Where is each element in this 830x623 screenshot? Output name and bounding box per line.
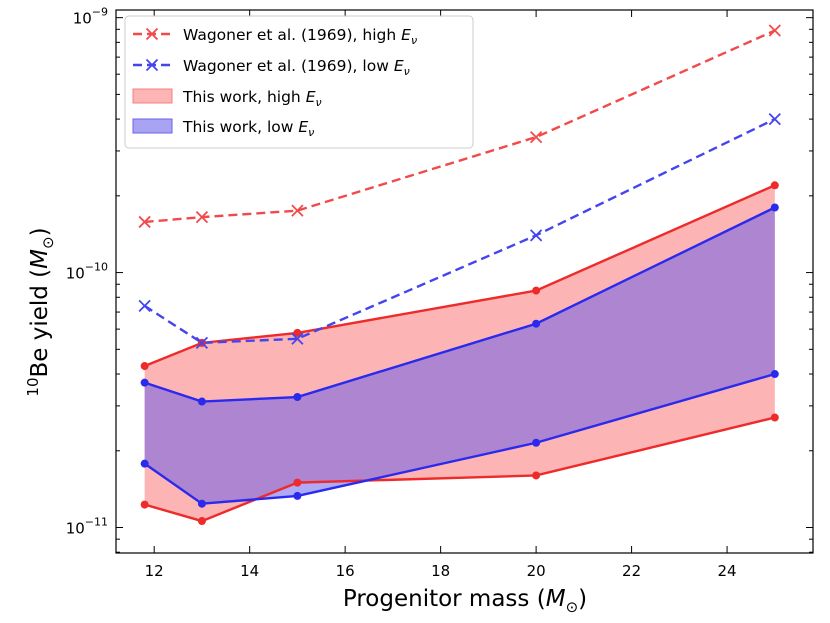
this-work-high-e-upper-point-3 — [532, 286, 541, 295]
wagoner-et-al-1969-low-e-line — [143, 118, 776, 345]
y-axis-unit-close: ) — [27, 227, 53, 236]
legend-sub-wagoner-high: ν — [411, 34, 417, 47]
legend-text-wagoner-low: Wagoner et al. (1969), low — [183, 57, 394, 75]
wagoner-et-al-1969-high-e-point-3 — [529, 130, 543, 144]
this-work-low-e-lower-point-1 — [197, 499, 206, 508]
plot-frame — [115, 9, 814, 554]
wagoner-et-al-1969-low-e-point-3 — [529, 229, 543, 242]
x-tick-label-22: 22 — [622, 562, 641, 580]
this-work-high-e-lower-point-2 — [293, 478, 302, 487]
this-work-low-e-upper-point-4 — [770, 203, 779, 212]
legend-label-wagoner-high: Wagoner et al. (1969), high Eν — [183, 26, 417, 47]
y-tick-labels: 10−11 10−10 10−9 — [66, 6, 108, 538]
wagoner-et-al-1969-low-e-point-2 — [291, 332, 304, 345]
legend-entry-thiswork-low: This work, low Eν — [182, 118, 314, 139]
legend-swatch-patch-3 — [132, 118, 173, 134]
legend-swatch-marker-1 — [145, 58, 159, 72]
legend-swatch-patch-2 — [132, 88, 173, 104]
legend-swatches — [132, 27, 173, 134]
wagoner-et-al-1969-high-e-line — [144, 29, 776, 224]
x-axis-unit-symbol: M — [546, 586, 566, 612]
x-tick-label-14: 14 — [240, 562, 259, 580]
legend-label-thiswork-high: This work, high Eν — [182, 88, 322, 109]
this-work-low-e-lower-point-3 — [532, 438, 541, 447]
x-axis-unit-close: ) — [578, 586, 587, 612]
this-work-low-e-upper-point-2 — [293, 393, 302, 402]
legend-sym-wagoner-high: E — [401, 26, 411, 44]
legend-entry-thiswork-high: This work, high Eν — [182, 88, 322, 109]
legend: Wagoner et al. (1969), high Eν Wagoner e… — [124, 15, 474, 149]
this-work-low-e-lower-point-2 — [293, 491, 302, 500]
y-axis-unit-subscript: ⊙ — [39, 236, 57, 249]
this-work-high-e-lower-point-1 — [197, 517, 206, 526]
this-work-high-e-lower-point-4 — [770, 413, 779, 422]
x-tick-labels: 12 14 16 18 20 22 24 — [145, 562, 737, 580]
wagoner-et-al-1969-low-e-point-0 — [138, 299, 151, 313]
legend-text-wagoner-high: Wagoner et al. (1969), high — [183, 26, 401, 44]
legend-label-wagoner-low: Wagoner et al. (1969), low Eν — [183, 57, 410, 78]
y-tick-label-1: 10−10 — [66, 261, 108, 283]
y-tick-label-2: 10−9 — [73, 6, 108, 28]
bands-layer — [144, 185, 775, 522]
x-axis-title: Progenitor mass (M⊙) — [343, 586, 587, 616]
x-axis-unit-open: ( — [529, 586, 545, 612]
y-axis-superscript: 10 — [24, 378, 42, 397]
legend-sym-thiswork-high: E — [306, 88, 316, 106]
legend-sub-thiswork-low: ν — [308, 126, 314, 139]
legend-text-thiswork-high: This work, high — [182, 88, 306, 106]
x-tick-label-24: 24 — [718, 562, 737, 580]
wagoner-et-al-1969-high-e-point-0 — [138, 215, 151, 229]
this-work-low-e-lower-point-0 — [140, 459, 149, 468]
x-axis-label: Progenitor mass — [343, 586, 530, 612]
this-work-low-e-upper-point-1 — [197, 397, 206, 406]
this-work-low-e-lower-point-4 — [770, 370, 779, 379]
legend-label-thiswork-low: This work, low Eν — [182, 118, 314, 139]
x-tick-label-12: 12 — [145, 562, 164, 580]
wagoner-et-al-1969-low-e-point-1 — [195, 336, 209, 350]
wagoner-et-al-1969-high-e-point-4 — [768, 24, 781, 37]
this-work-low-e-area — [144, 207, 775, 504]
this-work-high-e-lower-point-0 — [140, 500, 149, 509]
legend-entry-wagoner-low: Wagoner et al. (1969), low Eν — [183, 57, 410, 78]
this-work-high-e-upper-point-4 — [770, 181, 779, 190]
x-tick-label-18: 18 — [431, 562, 450, 580]
this-work-low-e-upper-point-0 — [140, 378, 149, 387]
x-tick-label-20: 20 — [527, 562, 546, 580]
y-axis-unit-open: ( — [27, 269, 53, 285]
legend-text-thiswork-low: This work, low — [182, 118, 298, 136]
x-axis-unit-subscript: ⊙ — [566, 598, 579, 616]
legend-sub-thiswork-high: ν — [315, 96, 321, 109]
this-work-high-e-lower-point-3 — [532, 471, 541, 480]
ticks-layer — [116, 10, 813, 553]
y-tick-label-0: 10−11 — [66, 516, 108, 538]
y-axis-unit-symbol: M — [27, 249, 53, 269]
this-work-high-e-upper-point-2 — [293, 328, 302, 337]
legend-entry-wagoner-high: Wagoner et al. (1969), high Eν — [183, 26, 417, 47]
this-work-high-e-upper-point-0 — [140, 362, 149, 371]
x-tick-label-16: 16 — [336, 562, 355, 580]
wagoner-et-al-1969-high-e-point-1 — [195, 210, 209, 224]
y-axis-title: 10Be yield (M⊙) — [24, 227, 57, 396]
wagoner-et-al-1969-high-e-point-2 — [291, 204, 304, 217]
this-work-low-e-upper-point-3 — [532, 319, 541, 328]
legend-box — [124, 15, 474, 149]
y-axis-label: Be yield — [27, 285, 53, 377]
wagoner-et-al-1969-low-e-point-4 — [768, 112, 781, 126]
legend-sub-wagoner-low: ν — [404, 65, 410, 78]
legend-sym-wagoner-low: E — [394, 57, 404, 75]
legend-sym-thiswork-low: E — [298, 118, 308, 136]
legend-swatch-marker-0 — [145, 27, 159, 41]
markers-layer — [138, 24, 781, 526]
